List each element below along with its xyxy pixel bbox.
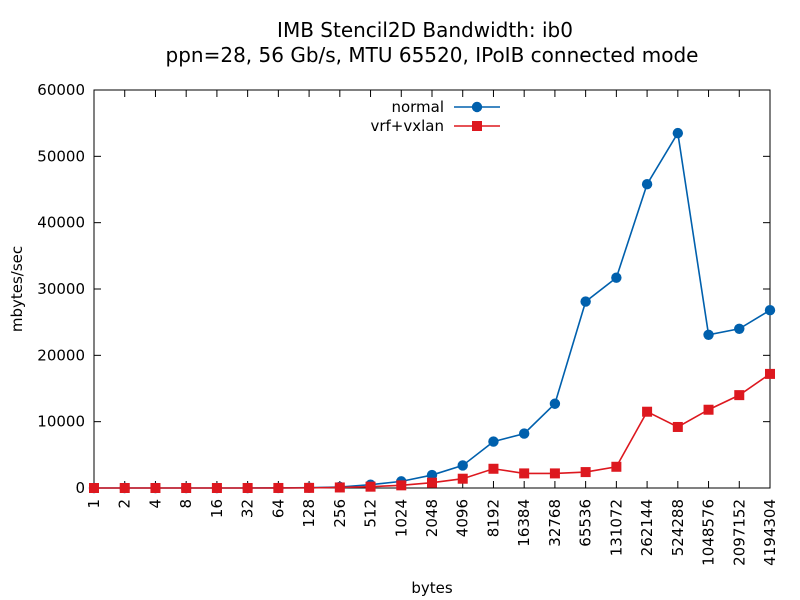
chart-title-line-1: IMB Stencil2D Bandwidth: ib0: [277, 18, 573, 42]
x-tick-label: 64: [269, 499, 287, 518]
legend-label: vrf+vxlan: [370, 117, 444, 135]
x-tick-label: 4: [146, 499, 164, 509]
data-point: [457, 460, 468, 471]
x-tick-label: 524288: [669, 499, 687, 556]
legend-marker: [472, 121, 482, 131]
y-tick-label: 50000: [37, 147, 85, 165]
data-point: [273, 482, 284, 493]
data-point: [765, 368, 775, 379]
y-tick-label: 40000: [37, 214, 85, 232]
data-point: [334, 482, 345, 493]
data-point: [426, 469, 438, 481]
data-point: [365, 481, 376, 492]
data-point: [304, 482, 315, 493]
legend-marker: [471, 101, 483, 113]
data-point: [518, 428, 530, 439]
data-point: [549, 398, 561, 409]
x-tick-label: 4194304: [761, 499, 779, 566]
data-point: [580, 296, 591, 307]
x-tick-label: 2048: [423, 499, 441, 537]
data-point: [119, 483, 130, 493]
chart-title-line-2: ppn=28, 56 Gb/s, MTU 65520, IPoIB connec…: [166, 43, 699, 67]
plot-area-border: [93, 89, 771, 489]
series-line: [94, 130, 771, 489]
y-axis-ticks: 0 10000 20000 30000 40000 50000 60000: [37, 81, 770, 497]
data-point: [734, 390, 745, 401]
x-tick-label: 8192: [484, 499, 502, 537]
data-point: [672, 127, 684, 139]
data-point: [457, 473, 468, 484]
data-point: [427, 477, 437, 488]
data-point: [211, 483, 222, 493]
x-tick-label: 1: [85, 499, 103, 509]
y-tick-label: 60000: [37, 81, 85, 99]
x-tick-label: 131072: [607, 499, 625, 556]
x-tick-label: 2: [116, 499, 134, 509]
data-point: [89, 483, 99, 493]
x-tick-label: 512: [362, 499, 380, 528]
data-point: [611, 272, 622, 283]
data-point: [150, 483, 161, 493]
y-tick-label: 10000: [37, 413, 85, 431]
x-tick-label: 2097152: [730, 499, 748, 566]
x-tick-label: 1024: [392, 499, 410, 537]
data-point: [519, 468, 530, 479]
data-point: [488, 463, 499, 474]
data-point: [549, 468, 560, 479]
y-tick-label: 20000: [37, 346, 85, 364]
y-tick-label: 0: [75, 479, 85, 497]
x-tick-label: 4096: [454, 499, 472, 537]
series-layer: [88, 127, 776, 494]
data-point: [703, 329, 714, 340]
x-tick-label: 16384: [515, 499, 533, 547]
data-point: [734, 323, 745, 334]
x-tick-label: 128: [300, 499, 318, 528]
x-tick-label: 32: [239, 499, 257, 518]
data-point: [488, 436, 499, 447]
x-tick-label: 262144: [638, 499, 656, 556]
legend-label: normal: [391, 98, 444, 116]
data-point: [642, 406, 653, 417]
series-vrf-vxlan: [89, 368, 775, 493]
data-point: [672, 421, 683, 432]
y-tick-label: 30000: [37, 280, 85, 298]
x-tick-label: 8: [177, 499, 195, 509]
data-point: [396, 480, 407, 491]
data-point: [703, 404, 714, 415]
series-normal: [88, 127, 776, 494]
x-axis-label: bytes: [411, 579, 453, 597]
x-tick-label: 16: [208, 499, 226, 518]
x-axis-ticks: 1 2 4 8 16 32 64 128 256 512 1024 2048 4096 8192 16384…: [85, 90, 779, 566]
x-tick-label: 256: [331, 499, 349, 528]
data-point: [181, 483, 192, 493]
data-point: [242, 483, 253, 493]
data-point: [764, 305, 776, 316]
data-point: [580, 467, 591, 478]
y-axis-label: mbytes/sec: [8, 246, 26, 332]
data-point: [641, 178, 653, 190]
data-point: [611, 461, 622, 472]
x-tick-label: 1048576: [700, 499, 718, 566]
x-tick-label: 65536: [577, 499, 595, 547]
x-tick-label: 32768: [546, 499, 564, 547]
